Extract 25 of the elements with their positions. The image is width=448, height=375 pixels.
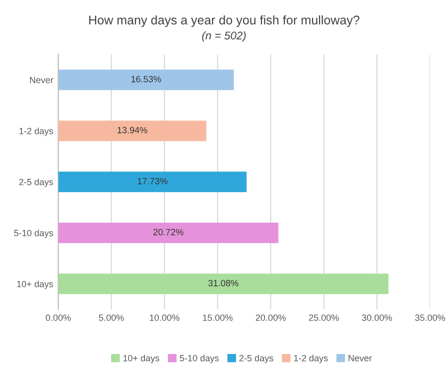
x-tick-label: 15.00% — [202, 314, 233, 321]
data-label: 13.94% — [118, 126, 148, 134]
y-tick-label: 1-2 days — [19, 128, 54, 136]
x-tick-label: 35.00% — [415, 314, 446, 321]
x-tick-label: 5.00% — [98, 314, 124, 321]
y-tick-label: Never — [30, 76, 54, 84]
data-label: 31.08% — [208, 280, 238, 286]
x-tick-label: 10.00% — [150, 314, 180, 321]
x-tick-label: 30.00% — [362, 314, 392, 321]
data-label: 16.53% — [131, 76, 162, 82]
data-label: 20.72% — [153, 228, 184, 236]
legend-label: 2-5 days — [239, 354, 274, 364]
legend-label: 1-2 days — [294, 354, 328, 364]
legend-label: Never — [348, 355, 372, 362]
x-tick-label: 25.00% — [308, 314, 339, 321]
x-tick-label: 20.00% — [256, 314, 286, 321]
legend-label: 5-10 days — [180, 354, 219, 364]
y-tick-label: 10+ days — [17, 280, 54, 290]
legend-label: 10+ days — [123, 354, 160, 364]
x-tick-label: 0.00% — [46, 314, 71, 321]
chart-title: How many days a year do you fish for mulloway? — [89, 15, 360, 27]
data-label: 17.73% — [138, 178, 168, 184]
y-tick-label: 5-10 days — [14, 230, 54, 238]
y-tick-label: 2-5 days — [19, 178, 54, 188]
chart-subtitle: (n = 502) — [202, 31, 246, 42]
